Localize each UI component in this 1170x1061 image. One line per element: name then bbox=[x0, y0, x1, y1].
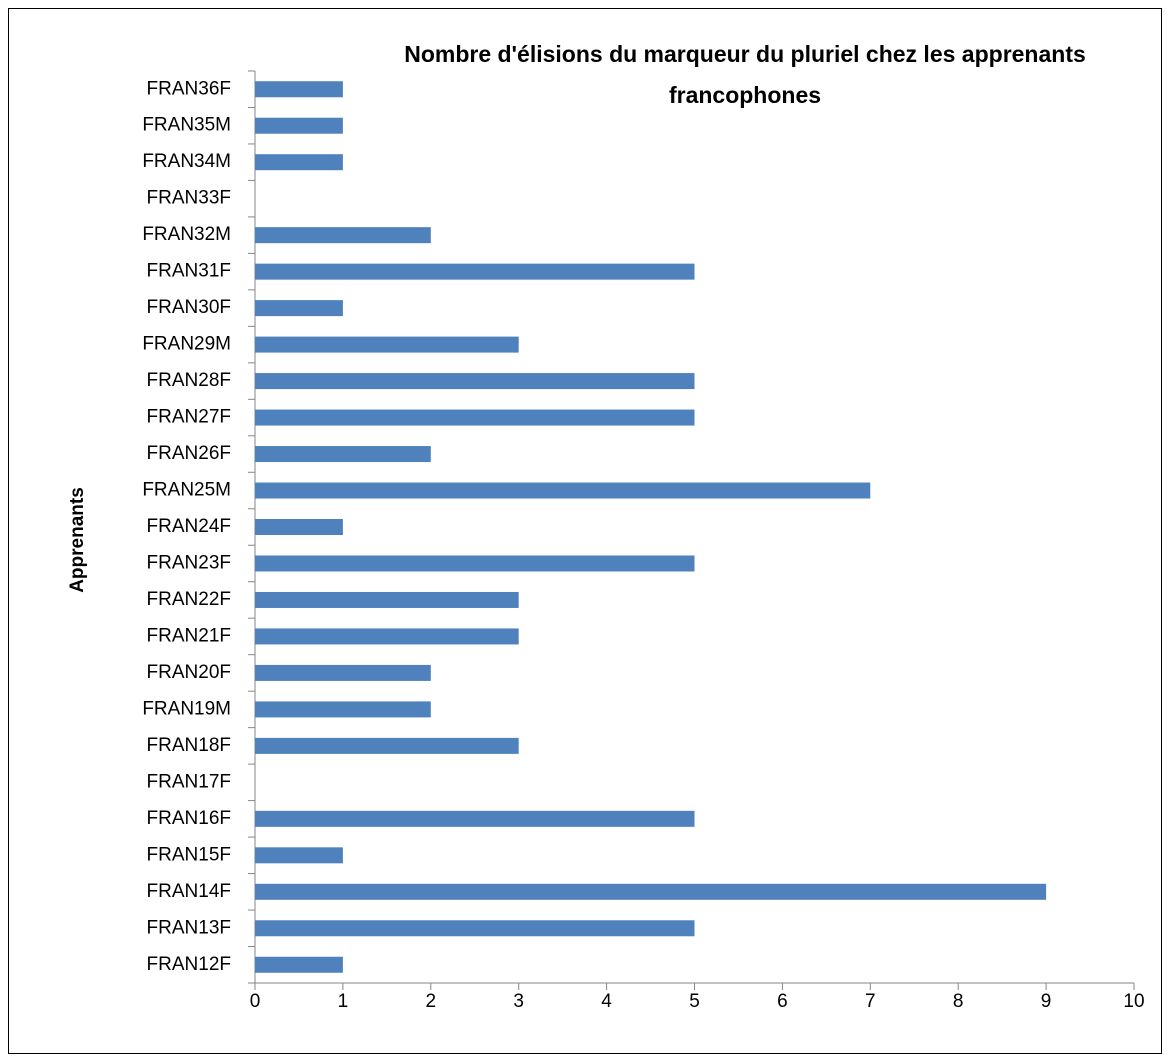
y-tick-label: FRAN34M bbox=[142, 151, 231, 172]
y-tick-label: FRAN36F bbox=[147, 78, 231, 99]
x-tick-label: 7 bbox=[865, 991, 876, 1012]
y-tick-label: FRAN15F bbox=[147, 844, 231, 865]
y-tick-label: FRAN28F bbox=[147, 370, 231, 391]
bar bbox=[255, 300, 343, 317]
bar bbox=[255, 519, 343, 535]
bar bbox=[255, 810, 695, 827]
bar bbox=[255, 373, 695, 390]
y-axis-label: Apprenants bbox=[67, 487, 88, 593]
y-tick-label: FRAN20F bbox=[147, 662, 231, 683]
bar bbox=[255, 482, 871, 499]
y-tick-label: FRAN16F bbox=[147, 808, 231, 829]
bar bbox=[255, 920, 695, 937]
y-tick-label: FRAN31F bbox=[147, 261, 231, 282]
y-tick-label: FRAN22F bbox=[147, 589, 231, 610]
bar bbox=[255, 446, 431, 463]
bar bbox=[255, 737, 519, 754]
x-tick-label: 10 bbox=[1123, 991, 1144, 1012]
y-tick-label: FRAN29M bbox=[142, 334, 231, 355]
y-tick-label: FRAN35M bbox=[142, 115, 231, 136]
chart-border bbox=[8, 8, 1162, 1054]
chart-title: Nombre d'élisions du marqueur du pluriel… bbox=[404, 41, 1086, 108]
bar bbox=[255, 117, 343, 134]
y-tick-label: FRAN24F bbox=[147, 516, 231, 537]
bar bbox=[255, 628, 519, 645]
y-tick-label: FRAN25M bbox=[142, 480, 231, 501]
x-tick-label: 3 bbox=[513, 991, 524, 1012]
y-tick-label: FRAN19M bbox=[142, 698, 231, 719]
y-tick-label: FRAN14F bbox=[147, 881, 231, 902]
y-tick-label: FRAN17F bbox=[147, 771, 231, 792]
bar bbox=[255, 847, 343, 864]
y-tick-label: FRAN33F bbox=[147, 188, 231, 209]
y-tick-label: FRAN30F bbox=[147, 297, 231, 318]
bar bbox=[255, 956, 343, 973]
bar bbox=[255, 664, 431, 681]
y-tick-label: FRAN27F bbox=[147, 407, 231, 428]
bar bbox=[255, 81, 343, 98]
bar bbox=[255, 701, 431, 718]
y-tick-label: FRAN32M bbox=[142, 224, 231, 245]
y-tick-label: FRAN18F bbox=[147, 735, 231, 756]
x-tick-label: 0 bbox=[250, 991, 261, 1012]
x-tick-label: 6 bbox=[777, 991, 788, 1012]
y-tick-label: FRAN21F bbox=[147, 625, 231, 646]
x-tick-label: 9 bbox=[1041, 991, 1052, 1012]
bar bbox=[255, 883, 1047, 900]
bar bbox=[255, 263, 695, 280]
x-tick-label: 4 bbox=[601, 991, 612, 1012]
x-tick-label: 5 bbox=[689, 991, 700, 1012]
bar bbox=[255, 154, 343, 171]
x-tick-label: 8 bbox=[953, 991, 964, 1012]
y-tick-label: FRAN23F bbox=[147, 552, 231, 573]
y-tick-label: FRAN13F bbox=[147, 917, 231, 938]
y-tick-label: FRAN12F bbox=[147, 954, 231, 975]
bar bbox=[255, 591, 519, 608]
y-tick-label: FRAN26F bbox=[147, 443, 231, 464]
bar bbox=[255, 409, 695, 426]
bar bbox=[255, 336, 519, 353]
x-tick-label: 1 bbox=[338, 991, 349, 1012]
x-tick-label: 2 bbox=[426, 991, 437, 1012]
bar bbox=[255, 555, 695, 572]
bar bbox=[255, 227, 431, 244]
